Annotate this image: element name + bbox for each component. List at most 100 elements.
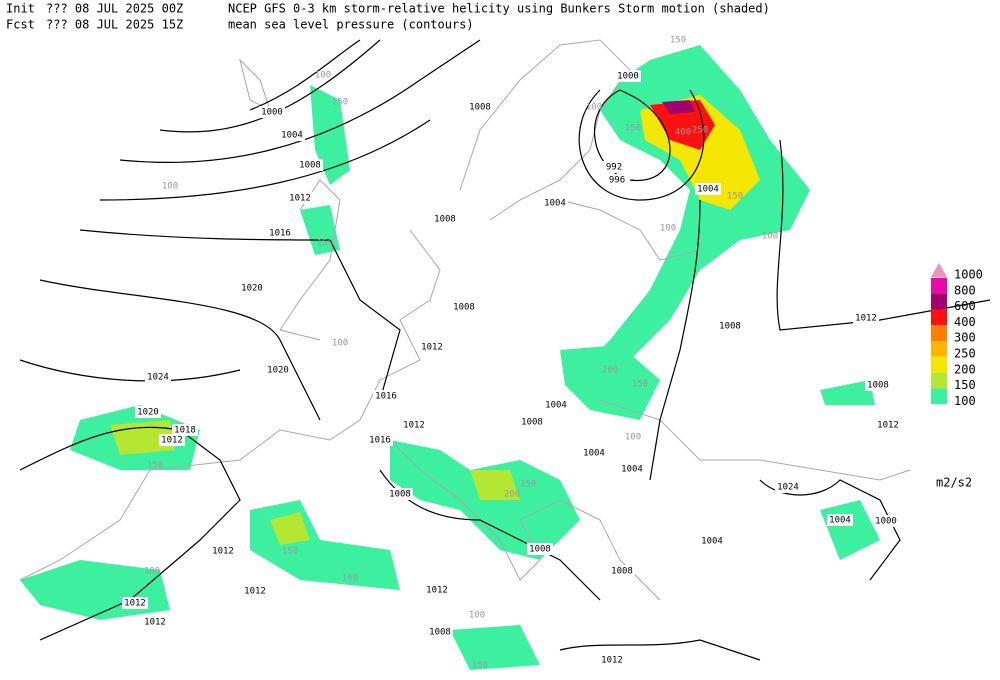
isobars [19, 39, 991, 661]
isobar-label-bg [172, 424, 198, 436]
isobar-label-bg [267, 227, 293, 239]
isobar-label: 1008 [719, 322, 741, 332]
helicity-label: 100 [762, 232, 778, 242]
isobar-label: 996 [609, 176, 625, 186]
legend-unit: m2/s2 [936, 476, 972, 490]
isobar-label-bg [242, 585, 268, 597]
isobar-label-bg [373, 390, 399, 402]
helicity-label: 150 [282, 547, 298, 557]
isobar-label: 1004 [544, 199, 566, 209]
isobar-label-bg [159, 434, 185, 446]
isobar-label: 1008 [867, 381, 889, 391]
isobar-label: 1012 [877, 421, 899, 431]
isobar-label-bg [424, 584, 450, 596]
isobar-label: 1012 [426, 586, 448, 596]
legend-swatch [931, 309, 947, 326]
legend-swatch [931, 372, 947, 389]
isobar-label: 1004 [701, 537, 723, 547]
isobar-label-bg [875, 419, 901, 431]
isobar-label: 1012 [601, 656, 623, 666]
isobar-label-bg [853, 312, 879, 324]
isobar-label: 1018 [174, 426, 196, 436]
helicity-label: 150 [670, 36, 686, 46]
helicity-label: 100 [162, 182, 178, 192]
helicity-label: 100 [586, 103, 602, 113]
isobar-label: 1008 [469, 103, 491, 113]
isobar-label: 1000 [617, 72, 639, 82]
isobar-label-bg [543, 399, 569, 411]
isobar-label: 1012 [855, 314, 877, 324]
helicity-label: 100 [342, 574, 358, 584]
isobar-label: 1004 [545, 401, 567, 411]
helicity-label: 150 [727, 192, 743, 202]
legend-swatch [931, 293, 947, 310]
init-label: Init [6, 2, 35, 16]
helicity-label: 150 [472, 661, 488, 671]
fcst-value: ??? 08 JUL 2025 15Z [46, 18, 183, 32]
fcst-label: Fcst [6, 18, 35, 32]
isobar-label-bg [297, 159, 323, 171]
legend-swatch [931, 325, 947, 341]
isobar-label-bg [401, 419, 427, 431]
helicity-label: 400 [675, 128, 691, 138]
helicity-shading [20, 45, 880, 670]
isobar-label-bg [699, 535, 725, 547]
isobar-label-bg [427, 626, 453, 638]
helicity-label: 200 [504, 490, 520, 500]
isobar-label-bg [519, 416, 545, 428]
isobar-label-bg [467, 101, 493, 113]
isobar-label-bg [419, 341, 445, 353]
helicity-label: 200 [602, 366, 618, 376]
helicity-label: 100 [660, 224, 676, 234]
legend-label: 100 [954, 394, 976, 408]
isobar-label: 1012 [124, 599, 146, 609]
legend-label: 400 [954, 315, 976, 329]
isobar-label-bg [367, 434, 393, 446]
isobar-label: 1012 [212, 547, 234, 557]
legend-swatch [931, 341, 947, 357]
isobar-label: 1016 [269, 229, 291, 239]
legend-label: 600 [954, 299, 976, 313]
isobar-label: 1004 [829, 516, 851, 526]
legend-label: 300 [954, 331, 976, 345]
isobar-label: 1000 [875, 517, 897, 527]
isobar-label: 1016 [369, 436, 391, 446]
isobar-label-bg [432, 213, 458, 225]
subtitle: mean sea level pressure (contours) [228, 18, 474, 32]
isobar-label-bg [387, 488, 413, 500]
init-value: ??? 08 JUL 2025 00Z [46, 2, 183, 16]
helicity-label: 100 [469, 611, 485, 621]
isobar-label-bg [873, 515, 899, 527]
isobar-label: 1004 [281, 131, 303, 141]
helicity-label: 100 [625, 433, 641, 443]
isobar-label: 1008 [521, 418, 543, 428]
isobar-label-bg [615, 70, 641, 82]
helicity-label: 100 [144, 567, 160, 577]
helicity-label: 150 [332, 98, 348, 108]
isobar-label-bg [287, 192, 313, 204]
isobar-label: 1004 [621, 465, 643, 475]
isobar-label: 1008 [389, 490, 411, 500]
isobar-label: 1024 [147, 373, 169, 383]
isobar-label: 1020 [241, 284, 263, 294]
isobar-label-bg [451, 301, 477, 313]
helicity-label: 150 [520, 480, 536, 490]
isobar-label-bg [865, 379, 891, 391]
isobar-label-bg [527, 543, 553, 555]
legend-swatch [931, 388, 947, 405]
isobar-label-bg [279, 129, 305, 141]
isobar-label-bg [601, 161, 627, 173]
helicity-label: 150 [317, 239, 333, 249]
helicity-label: 100 [332, 339, 348, 349]
isobar-label-bg [604, 174, 630, 186]
isobar-label-bg [142, 616, 168, 628]
legend-swatch [931, 263, 947, 277]
isobar-label-bg [542, 197, 568, 209]
isobar-label: 1008 [429, 628, 451, 638]
title: NCEP GFS 0-3 km storm-relative helicity … [228, 2, 770, 16]
isobar-label-bg [135, 406, 161, 418]
isobar-label: 1008 [299, 161, 321, 171]
legend-label: 800 [954, 283, 976, 297]
isobar-label: 1012 [289, 194, 311, 204]
